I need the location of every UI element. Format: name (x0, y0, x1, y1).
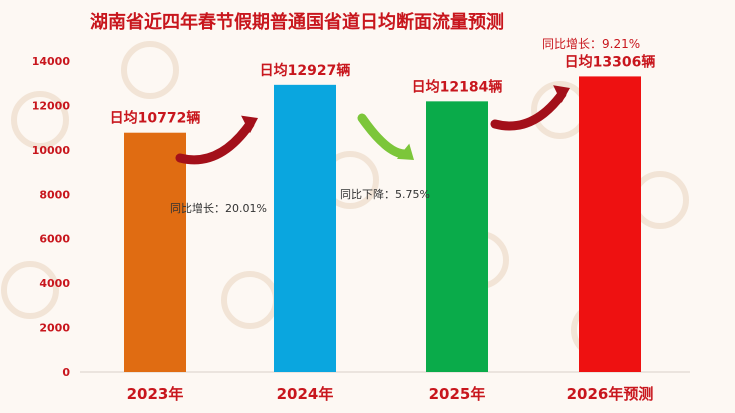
arrow-up-1-shaft (175, 119, 255, 165)
x-tick-label: 2024年 (277, 385, 334, 403)
arrow-up-3-head (553, 85, 570, 103)
trend-arrows (175, 85, 570, 165)
y-tick-label: 2000 (39, 322, 70, 335)
change-annotation: 同比增长：9.21% (542, 37, 640, 51)
arrow-up-3-shaft (490, 89, 567, 131)
y-tick-label: 14000 (32, 55, 71, 68)
x-tick-label: 2025年 (429, 385, 486, 403)
x-axis-categories: 2023年 2024年 2025年 2026年预测 (127, 385, 654, 403)
bg-ornament-4 (1, 261, 59, 319)
bar (124, 132, 186, 372)
x-tick-label: 2026年预测 (567, 385, 654, 403)
bg-ornament-1 (121, 41, 179, 99)
y-tick-label: 6000 (39, 233, 70, 246)
y-tick-label: 10000 (32, 144, 71, 157)
arrow-up-1-head (241, 115, 258, 134)
x-tick-label: 2023年 (127, 385, 184, 403)
bar (274, 84, 336, 372)
change-annotation: 同比增长：20.01% (170, 201, 267, 215)
bar (426, 101, 488, 373)
bg-ornament-5 (221, 271, 279, 329)
data-label: 日均13306辆 (565, 53, 656, 70)
y-tick-label: 8000 (39, 188, 70, 201)
bg-ornament-3 (631, 171, 689, 229)
arrow-down-2-shaft (357, 113, 411, 159)
bar (579, 76, 641, 372)
y-tick-label: 4000 (39, 277, 70, 290)
y-axis-ticks: 0 2000 4000 6000 8000 10000 12000 14000 (32, 55, 71, 379)
change-annotation: 同比下降：5.75% (340, 187, 430, 201)
y-tick-label: 0 (62, 366, 70, 379)
data-label: 日均12184辆 (412, 78, 503, 95)
bg-ornament-0 (11, 91, 69, 149)
data-label: 日均10772辆 (110, 110, 201, 127)
change-annotations: 同比增长：20.01% 同比下降：5.75% 同比增长：9.21% (170, 37, 640, 215)
chart-title: 湖南省近四年春节假期普通国省道日均断面流量预测 (90, 11, 504, 33)
arrow-down-2-head (396, 143, 414, 160)
y-tick-label: 12000 (32, 99, 71, 112)
bar-series (124, 76, 641, 373)
data-label: 日均12927辆 (260, 62, 351, 79)
